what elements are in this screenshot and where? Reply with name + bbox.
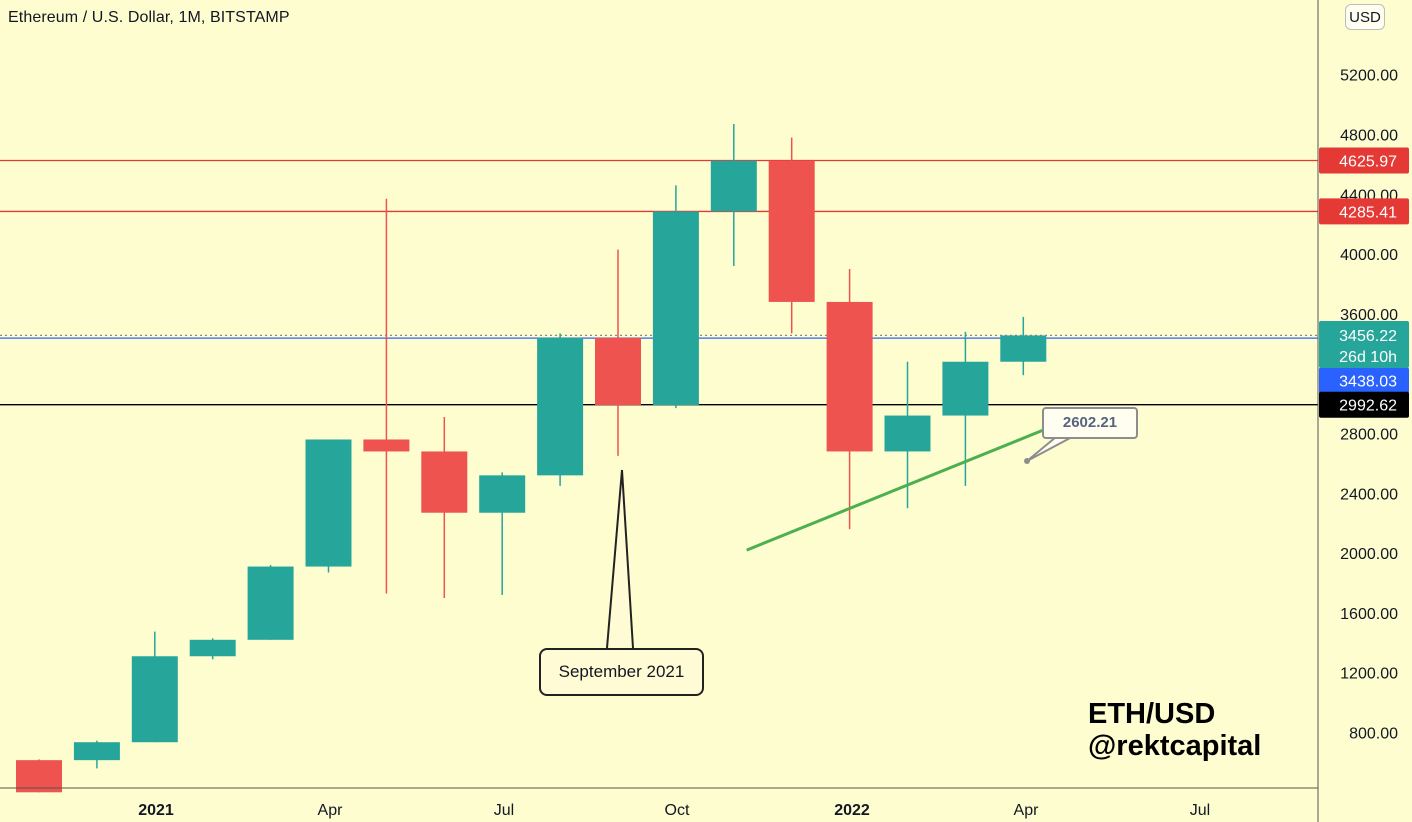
candle-body-2022-03 [884,415,931,452]
tag-upper-resistance-bg [1319,147,1409,174]
september-pointer [606,469,634,649]
tag-lower-resistance-bg [1319,198,1409,225]
price-tick-label: 5200.00 [1340,68,1398,85]
price-tick-label: 4000.00 [1340,247,1398,264]
candle-body-2021-05 [305,439,352,567]
candle-body-2021-03 [189,639,236,657]
candle-body-2021-02 [131,656,178,743]
candle-body-2021-11 [652,211,699,406]
september-label: September 2021 [539,648,704,696]
candle-body-2022-04 [942,361,989,416]
watermark-pair: ETH/USD [1088,698,1216,730]
time-tick-label: Oct [665,802,690,819]
price-tick-label: 3600.00 [1340,307,1398,324]
price-tick-label: 2000.00 [1340,546,1398,563]
tag-upper-resistance: 4625.97 [1339,154,1397,171]
trendline-price-callout: 2602.21 [1042,407,1138,439]
candle-body-2021-10 [595,337,641,406]
candle-body-2021-12 [710,160,757,212]
candle-body-2021-04 [247,566,294,640]
tag-blue-line: 3438.03 [1339,374,1397,391]
candle-body-2021-09 [537,337,584,476]
time-tick-label: Apr [318,802,344,819]
price-tick-label: 1600.00 [1340,606,1398,623]
time-tick-label: Jul [494,802,514,819]
candle-body-2021-01 [73,742,120,761]
time-tick-label: Apr [1014,802,1040,819]
tag-black-line-bg [1319,391,1409,418]
trendline-group [746,419,1073,552]
tag-blue-line-bg [1319,367,1409,394]
price-tick-label: 2400.00 [1340,486,1398,503]
time-axis[interactable]: 2021 Apr Jul Oct 2022 Apr Jul [138,802,1210,819]
price-tick-label: 800.00 [1349,726,1398,743]
price-tick-label: 2800.00 [1340,427,1398,444]
time-tick-label: 2021 [138,802,174,819]
chart-title: Ethereum / U.S. Dollar, 1M, BITSTAMP [8,9,290,26]
candle-body-2021-06 [363,439,410,452]
price-tick-label: 1200.00 [1340,666,1398,683]
candle-body-2022-05 [1000,335,1047,362]
currency-button[interactable]: USD [1345,4,1385,30]
time-tick-label: 2022 [834,802,870,819]
candle-body-2021-08 [479,475,526,513]
tag-black-line: 2992.62 [1339,398,1397,415]
candles-group [16,124,1047,793]
tag-last-price-bg [1319,321,1409,368]
watermark: ETH/USD @rektcapital [1088,698,1261,762]
candle-body-2022-02 [826,301,873,452]
candle-body-2021-07 [421,451,468,513]
price-tags: 4625.97 4285.41 3438.03 2992.62 3456.22 26d 1… [1319,147,1409,418]
candle-body-2020-12 [16,760,62,793]
candle-body-2022-01 [768,160,815,302]
tag-lower-resistance: 4285.41 [1339,204,1397,221]
watermark-handle: @rektcapital [1088,730,1262,762]
trendline-anchor-point [1024,458,1030,464]
tag-countdown: 26d 10h [1339,349,1397,366]
price-tick-label: 4800.00 [1340,128,1398,145]
time-tick-label: Jul [1190,802,1210,819]
tag-last-price: 3456.22 [1339,328,1397,345]
support-trendline [746,419,1067,552]
